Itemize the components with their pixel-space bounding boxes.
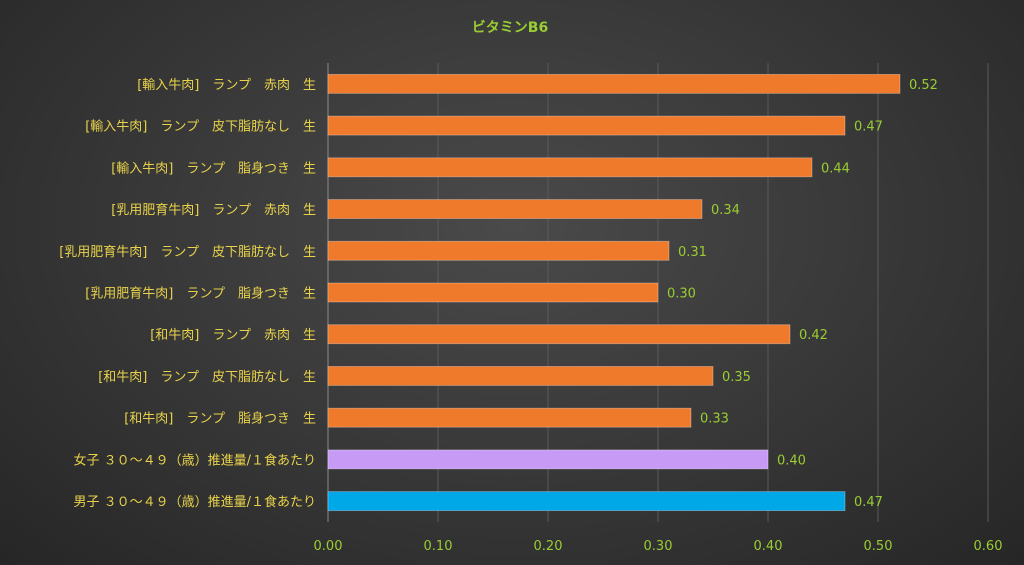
- data-label: 0.44: [821, 161, 850, 176]
- bar: [327, 157, 813, 178]
- data-label: 0.47: [854, 120, 883, 135]
- x-tick-label: 0.20: [534, 539, 563, 554]
- x-tick-label: 0.30: [644, 539, 673, 554]
- bar: [327, 282, 659, 303]
- bar: [327, 366, 714, 386]
- x-tick-label: 0.10: [424, 539, 453, 554]
- data-label: 0.31: [678, 245, 707, 260]
- bar: [327, 73, 901, 94]
- category-label: [輸入牛肉] ランプ 脂身つき 生: [111, 160, 316, 176]
- x-tick-label: 0.40: [754, 539, 783, 554]
- x-tick-label: 0.60: [974, 539, 1003, 554]
- label-layer: 0.52 [輸入牛肉] ランプ 赤肉 生 0.47 [輸入牛肉] ランプ 皮下脂肪なし…: [59, 78, 938, 510]
- bar: [327, 491, 846, 512]
- chart-title: ビタミンB6: [472, 20, 548, 36]
- bar: [327, 199, 703, 219]
- data-label: 0.34: [711, 203, 740, 218]
- tick-layer: 0.00 0.10 0.20 0.30 0.40 0.50 0.60: [314, 539, 1003, 554]
- category-label: [乳用肥育牛肉] ランプ 脂身つき 生: [85, 286, 316, 302]
- x-tick-label: 0.50: [864, 539, 893, 554]
- category-label: 男子 ３０～４９（歳）推進量/１食あたり: [73, 494, 316, 510]
- data-label: 0.42: [799, 328, 828, 343]
- category-label: 女子 ３０～４９（歳）推進量/１食あたり: [73, 452, 316, 468]
- bar: [327, 115, 846, 136]
- bar: [327, 407, 692, 428]
- data-label: 0.33: [700, 412, 729, 427]
- category-label: [輸入牛肉] ランプ 皮下脂肪なし 生: [85, 119, 316, 135]
- bar: [327, 449, 769, 470]
- category-label: [和牛肉] ランプ 赤肉 生: [150, 328, 316, 343]
- category-label: [輸入牛肉] ランプ 赤肉 生: [137, 78, 316, 93]
- data-label: 0.35: [722, 370, 751, 385]
- x-tick-label: 0.00: [314, 539, 343, 554]
- category-label: [和牛肉] ランプ 脂身つき 生: [124, 411, 316, 427]
- category-label: [乳用肥育牛肉] ランプ 皮下脂肪なし 生: [59, 244, 316, 260]
- data-label: 0.47: [854, 495, 883, 510]
- bar: [327, 240, 670, 261]
- data-label: 0.30: [667, 287, 696, 302]
- category-label: [乳用肥育牛肉] ランプ 赤肉 生: [111, 202, 316, 218]
- bar-layer: [327, 73, 901, 512]
- bar: [327, 324, 791, 345]
- data-label: 0.52: [909, 78, 938, 93]
- category-label: [和牛肉] ランプ 皮下脂肪なし 生: [98, 369, 316, 385]
- data-label: 0.40: [777, 453, 806, 468]
